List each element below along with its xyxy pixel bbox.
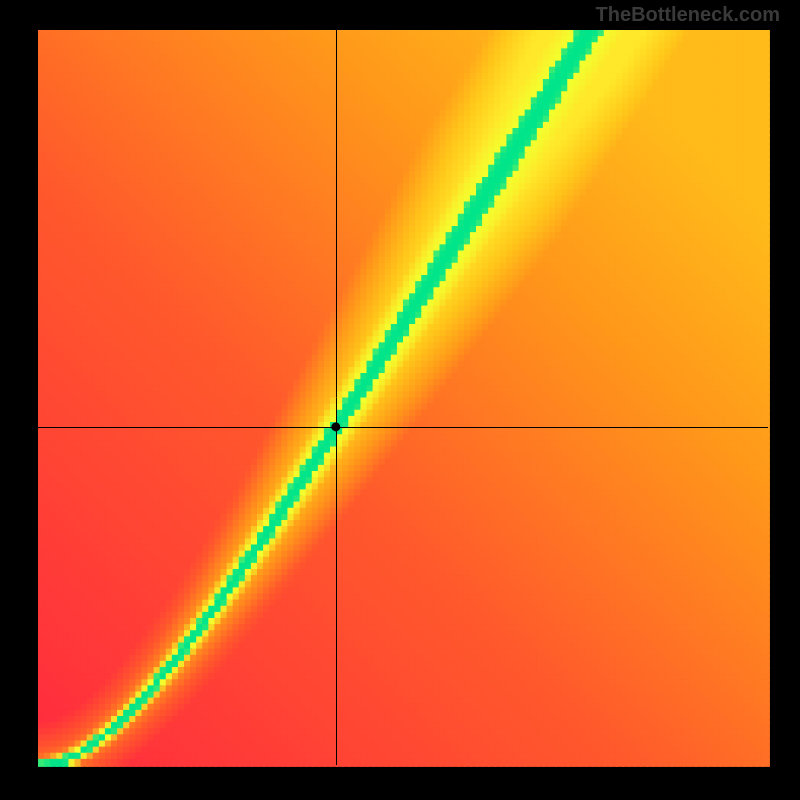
watermark-text: TheBottleneck.com bbox=[596, 4, 780, 27]
bottleneck-heatmap bbox=[0, 0, 800, 800]
